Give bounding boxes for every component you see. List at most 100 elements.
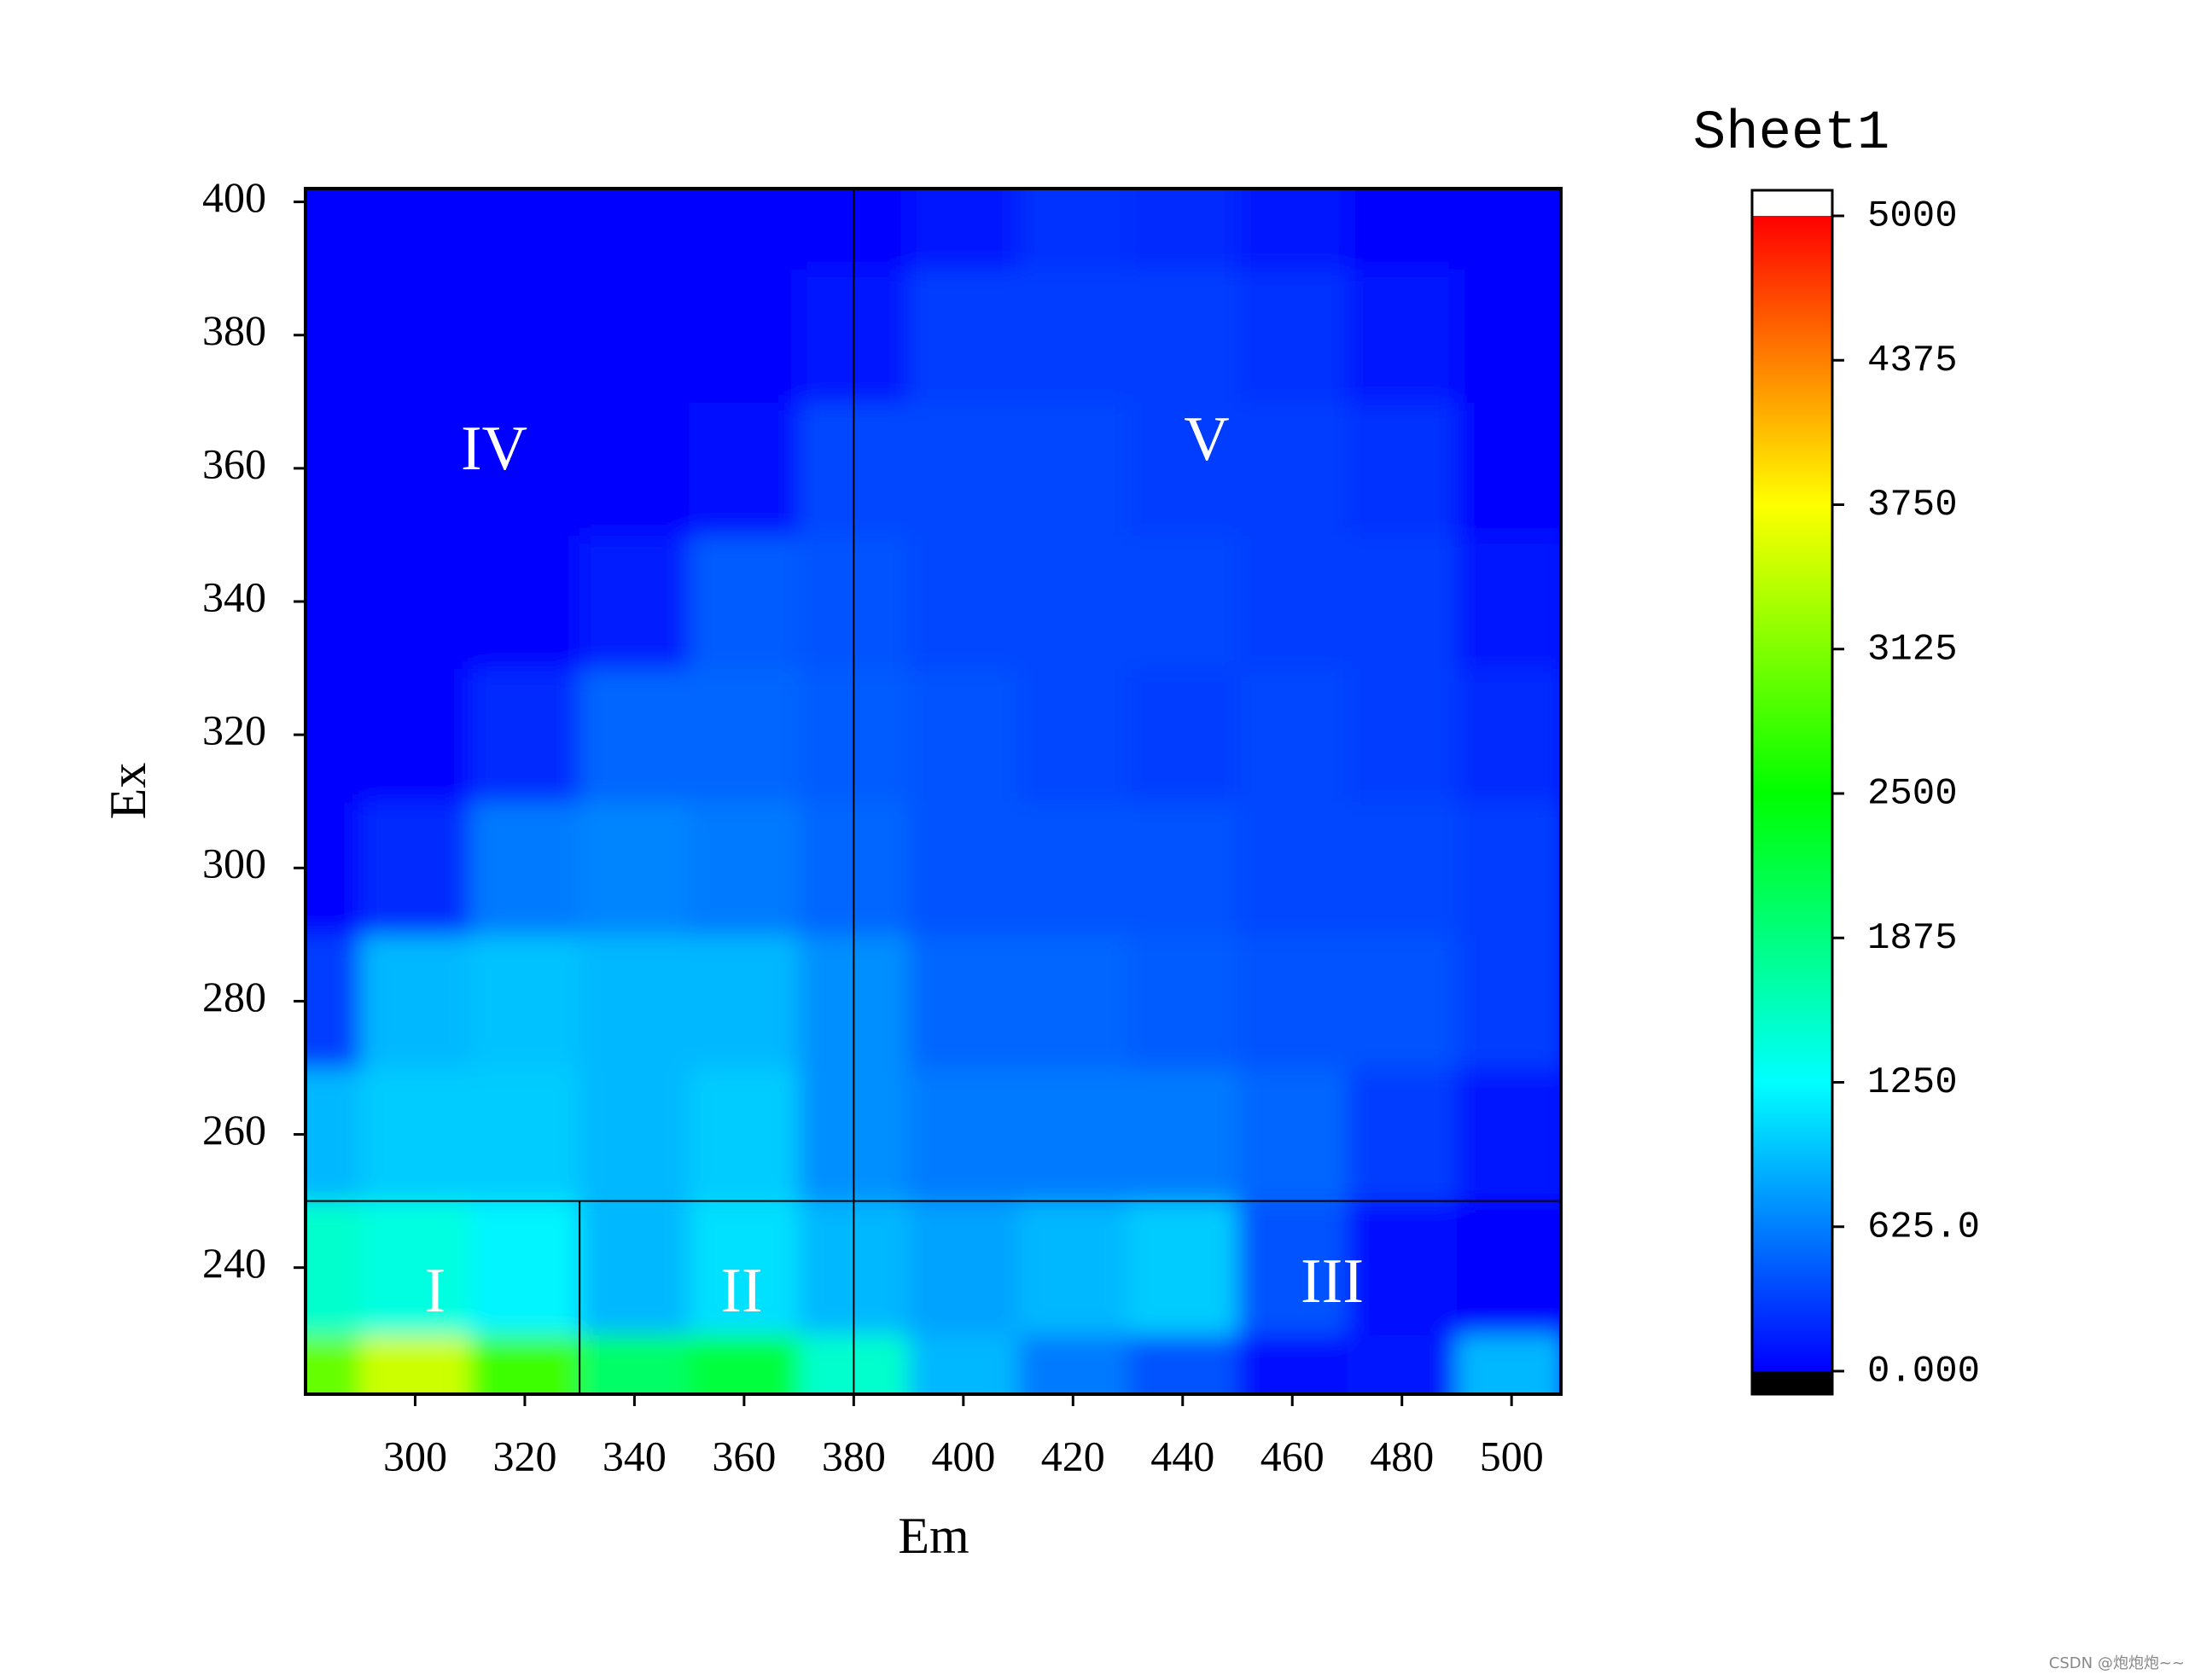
heat-cell [306,189,362,270]
heat-cell [1456,668,1561,803]
heat-cell [469,801,581,936]
heat-cell [689,1067,801,1202]
heat-cell [469,934,581,1069]
heat-cell [306,268,362,403]
y-tick-label: 260 [202,1106,266,1154]
y-tick-label: 300 [202,840,266,887]
heat-cell [1127,1200,1239,1335]
y-tick-label: 320 [202,706,266,754]
heat-cell [306,934,362,1069]
heat-cell [306,401,362,536]
plot-frame [304,187,1563,1396]
x-axis-title: Em [898,1508,969,1564]
heat-cell [306,534,362,670]
heat-cell [1347,268,1458,403]
heat-cell [306,1200,362,1335]
heat-cell [908,189,1020,270]
heat-cell [1347,668,1458,803]
heat-cell [908,534,1020,670]
heat-cell [579,668,690,803]
y-tick-label: 380 [202,306,266,354]
colorbar-tick-label: 5000 [1867,195,1958,238]
y-tick-label: 280 [202,973,266,1020]
heat-cell [1237,189,1348,270]
heat-cell [1456,1334,1561,1394]
heat-cell [579,401,690,536]
heat-cell [1127,189,1239,270]
heat-cell [469,401,581,536]
x-tick-label: 340 [603,1432,667,1479]
heat-cell [1127,534,1239,670]
heat-cell [908,268,1020,403]
heat-cell [908,668,1020,803]
heat-cell [1237,1334,1348,1394]
heat-cell [579,1334,690,1394]
heat-cell [1237,934,1348,1069]
heat-cell [1237,401,1348,536]
heat-cell [1018,268,1129,403]
heat-cell [908,934,1020,1069]
y-tick-label: 240 [202,1239,266,1287]
heat-cell [908,1200,1020,1335]
colorbar-tick-label: 2500 [1867,773,1958,816]
heat-cell [360,1067,471,1202]
heat-cell [469,189,581,270]
heat-cell [579,189,690,270]
x-tick-label: 360 [712,1432,776,1479]
heat-cell [689,934,801,1069]
heat-cell [1347,189,1458,270]
region-label: III [1301,1247,1364,1317]
x-tick-label: 460 [1261,1432,1325,1479]
heat-cell [306,801,362,936]
heat-cell [689,189,801,270]
heat-cell [469,268,581,403]
heat-cell [689,268,801,403]
heat-cell [579,268,690,403]
heat-cell [1018,401,1129,536]
heat-cell [1127,934,1239,1069]
heat-cell [689,534,801,670]
heat-cell [908,401,1020,536]
x-tick-label: 300 [383,1432,447,1479]
colorbar-under [1752,1371,1832,1394]
heat-cell [469,1067,581,1202]
x-tick-label: 480 [1370,1432,1434,1479]
heat-cell [1127,801,1239,936]
colorbar-tick-label: 3125 [1867,628,1958,671]
y-tick-label: 400 [202,173,266,221]
heat-cell [689,1334,801,1394]
heat-cell [1456,189,1561,270]
heat-cell [360,934,471,1069]
heat-cell [689,668,801,803]
heat-cell [360,268,471,403]
heat-cell [1456,934,1561,1069]
heat-cell [908,1334,1020,1394]
heat-cell [689,401,801,536]
heat-cell [360,801,471,936]
plot-area [306,189,1561,1394]
watermark: CSDN @炮炮炮~~ [2049,1654,2185,1672]
colorbar-tick-label: 625.0 [1867,1206,1980,1248]
heat-cell [1456,401,1561,536]
heat-cell [1237,1200,1348,1335]
colorbar-tick-label: 3750 [1867,484,1958,526]
colorbar-over [1752,190,1832,216]
heat-cell [908,801,1020,936]
heat-cell [1456,534,1561,670]
heat-cell [1127,1067,1239,1202]
region-label: II [720,1256,762,1326]
heat-cell [1018,668,1129,803]
colorbar [1752,216,1832,1371]
heat-cell [360,1334,471,1394]
heat-cell [1237,668,1348,803]
heat-cell [1018,1067,1129,1202]
heat-cell [579,934,690,1069]
heat-cell [1347,1200,1458,1335]
region-label: V [1184,404,1229,474]
heat-cell [1018,189,1129,270]
colorbar-tick-label: 4375 [1867,340,1958,382]
heat-cell [360,1200,471,1335]
heat-cell [360,534,471,670]
heat-cell [908,1067,1020,1202]
heat-cell [1347,1334,1458,1394]
